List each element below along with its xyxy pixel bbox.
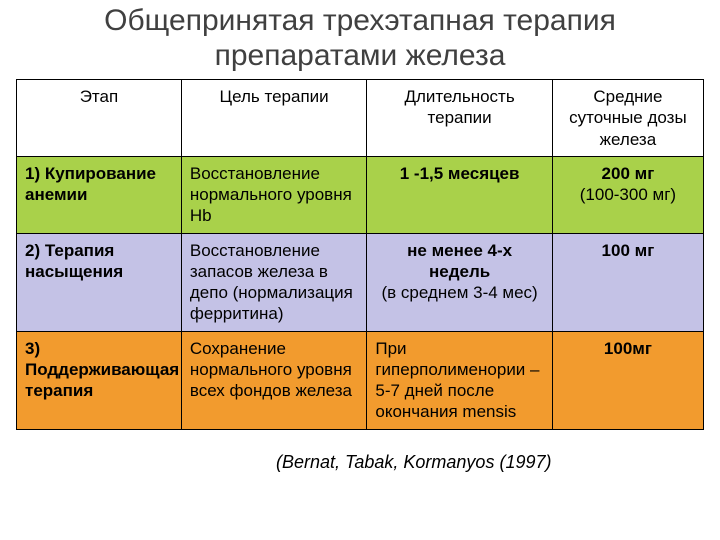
cell-goal: Восстановление нормального уровня Hb [181,156,366,233]
dose-strong: 100мг [561,338,695,359]
cell-dose: 100мг [552,331,703,429]
citation: (Bernat, Tabak, Kormanyos (1997) [276,452,704,473]
duration-strong: 1 -1,5 месяцев [375,163,543,184]
duration-note: При гиперполименории – 5-7 дней после ок… [375,338,543,423]
dose-note: (100-300 мг) [561,184,695,205]
cell-stage: 3) Поддерживающая терапия [17,331,182,429]
cell-dose: 100 мг [552,233,703,331]
col-header-dose: Средние суточные дозы железа [552,80,703,157]
duration-note: (в среднем 3-4 мес) [375,282,543,303]
cell-duration: 1 -1,5 месяцев [367,156,552,233]
table-header-row: Этап Цель терапии Длительность терапии С… [17,80,704,157]
table-row: 3) Поддерживающая терапия Сохранение нор… [17,331,704,429]
therapy-table: Этап Цель терапии Длительность терапии С… [16,79,704,430]
cell-duration: При гиперполименории – 5-7 дней после ок… [367,331,552,429]
col-header-goal: Цель терапии [181,80,366,157]
slide-title: Общепринятая трехэтапная терапия препара… [16,4,704,73]
cell-dose: 200 мг (100-300 мг) [552,156,703,233]
col-header-stage: Этап [17,80,182,157]
duration-strong: не менее 4-х недель [375,240,543,283]
table-row: 1) Купирование анемии Восстановление нор… [17,156,704,233]
cell-stage: 2) Терапия насыщения [17,233,182,331]
dose-strong: 100 мг [561,240,695,261]
cell-goal: Восстановление запасов железа в депо (но… [181,233,366,331]
dose-strong: 200 мг [561,163,695,184]
cell-duration: не менее 4-х недель (в среднем 3-4 мес) [367,233,552,331]
col-header-duration: Длительность терапии [367,80,552,157]
slide: Общепринятая трехэтапная терапия препара… [0,0,720,540]
cell-goal: Сохранение нормального уровня всех фондо… [181,331,366,429]
table-row: 2) Терапия насыщения Восстановление запа… [17,233,704,331]
cell-stage: 1) Купирование анемии [17,156,182,233]
